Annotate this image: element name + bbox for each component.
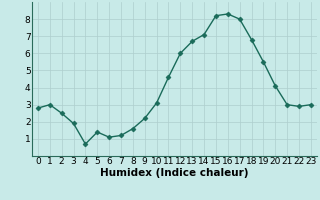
X-axis label: Humidex (Indice chaleur): Humidex (Indice chaleur) bbox=[100, 168, 249, 178]
